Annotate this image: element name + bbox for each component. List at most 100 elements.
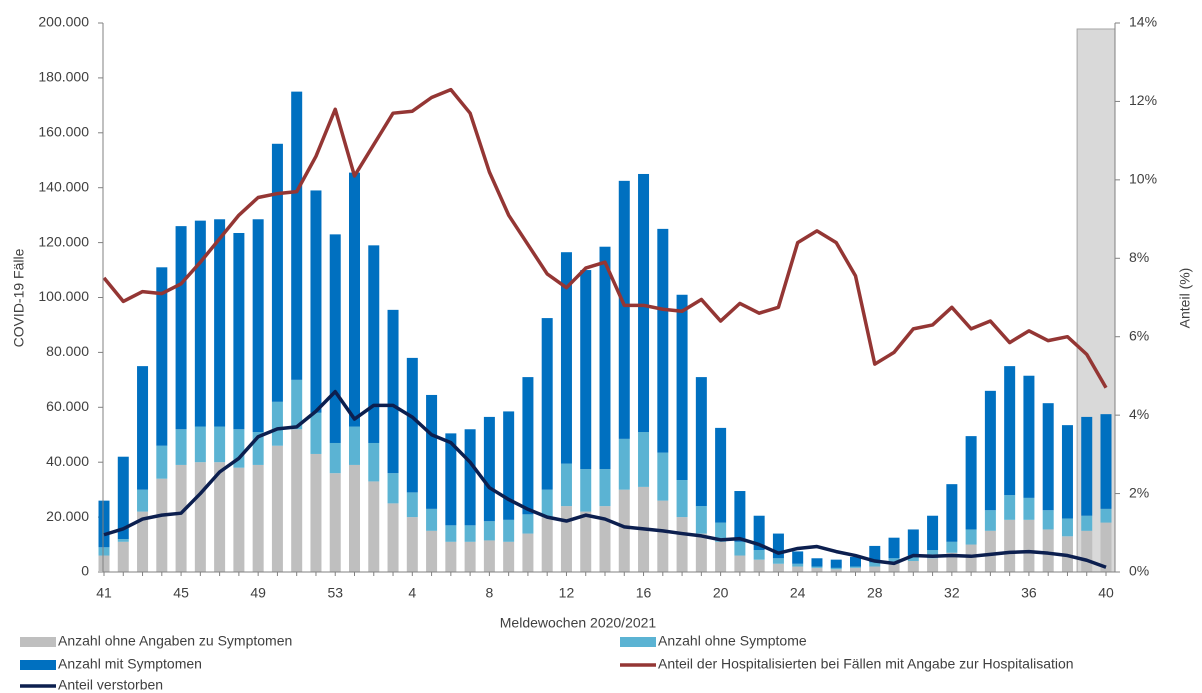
bar-segment [445,433,457,526]
bar-segment [1004,495,1016,520]
bar-segment [618,180,630,439]
bar-segment [291,379,303,430]
bar-segment [580,469,592,512]
bar-segment [984,390,996,511]
bar-segment [753,550,765,560]
bar-segment [1081,515,1093,531]
line [102,87,1108,389]
bar-segment [137,366,149,490]
y-axis-title: COVID-19 Fälle [11,248,27,347]
bar-segment [445,525,457,542]
bar-segment [869,562,881,567]
y2-tick-label: 2% [1129,484,1149,500]
line [103,389,1107,569]
bar-segment [503,541,515,572]
bar-segment [175,429,187,465]
bar-segment [927,515,939,551]
bar-segment [869,566,881,572]
bar-segment [695,377,707,507]
bar-segment [927,558,939,572]
bar-segment [117,541,129,572]
bar-segment [772,533,784,559]
bar-segment [387,503,399,572]
bar-segment [483,540,495,572]
bar-segment [426,530,438,572]
bar-segment [175,464,187,572]
x-tick-label: 20 [713,585,729,601]
y-tick-label: 20.000 [46,508,89,524]
bar-segment [907,555,919,562]
bar-segment [772,563,784,572]
bar-segment [599,246,611,470]
bar-segment [252,219,264,433]
bar-segment [329,442,341,474]
bar-segment [368,481,380,572]
bar-segment [1042,510,1054,530]
bar-segment [676,294,688,481]
bar-segment [98,500,110,548]
bar-segment [426,508,438,531]
bar-segment [657,500,669,572]
bar-segment [888,563,900,572]
y2-tick-label: 4% [1129,406,1149,422]
y-tick-label: 60.000 [46,398,89,414]
bar-segment [830,569,842,572]
y2-tick-label: 10% [1129,171,1157,187]
bar-segment [1100,508,1112,523]
y2-tick-label: 6% [1129,327,1149,343]
bar-segment [1100,414,1112,509]
bar-segment [271,445,283,572]
bar-segment [888,558,900,564]
bar-segment [1004,519,1016,572]
bar-segment [599,469,611,507]
y-tick-label: 80.000 [46,343,89,359]
bar-segment [291,429,303,572]
legend-swatch [620,637,656,647]
y-tick-label: 160.000 [38,124,89,140]
bar-segment [214,219,226,427]
y2-tick-label: 14% [1129,14,1157,30]
bar-segment [734,541,746,556]
y-tick-label: 100.000 [38,288,89,304]
bar-segment [137,489,149,512]
bar-segment [271,143,283,402]
bar-segment [1023,519,1035,572]
bar-segment [638,173,650,433]
bar-segment [1061,518,1073,537]
y-tick-label: 180.000 [38,69,89,85]
bar-segment [734,491,746,542]
bar-segment [715,541,727,572]
bar-segment [984,530,996,572]
bar-segment [426,394,438,509]
x-tick-label: 36 [1021,585,1037,601]
bar-segment [233,232,245,430]
bar-segment [368,442,380,482]
bar-segment [194,462,206,572]
y2-tick-label: 8% [1129,249,1149,265]
x-tick-label: 40 [1098,585,1114,601]
bar-segment [753,515,765,551]
bar-segment [329,234,341,443]
bar-segment [850,556,861,567]
bar-segment [580,270,592,470]
bar-segment [252,464,264,572]
bar-segment [387,473,399,504]
legend-swatch [20,637,56,647]
bar-segment [1081,416,1093,516]
y2-tick-label: 12% [1129,92,1157,108]
bar-segment [1042,403,1054,511]
bar-segment [676,480,688,518]
x-tick-label: 4 [408,585,416,601]
x-tick-label: 12 [559,585,575,601]
bar-segment [580,511,592,572]
bar-segment [695,533,707,572]
bar-segment [406,357,418,493]
bar-segment [965,529,977,545]
legend-label: Anteil verstorben [58,677,163,693]
bar-segment [522,533,534,572]
bar-segment [194,220,206,427]
x-tick-label: 45 [173,585,189,601]
bar-segment [406,492,418,518]
bar-segment [503,519,515,542]
bar-segment [349,464,360,572]
